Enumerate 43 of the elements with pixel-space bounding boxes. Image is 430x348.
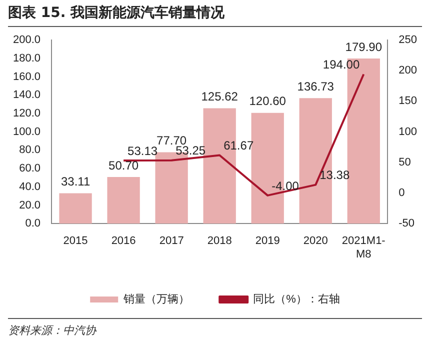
x-tick-label: 2017 [159,235,184,248]
y2-tick-label: 50 [398,156,411,168]
data-label: 61.67 [224,138,254,153]
data-label: 53.25 [176,144,206,158]
y-tick-label: 80.0 [19,144,41,156]
legend-label: 销量（万辆） [122,294,190,306]
y-tick-label: 180.0 [12,52,41,64]
chart-title: 图表 15. 我国新能源汽车销量情况 [8,4,422,27]
text: 资料来源：中汽协 [8,318,422,338]
data-label: 194.00 [322,58,360,72]
y2-tick-label: 0 [398,187,405,200]
data-label: -4.00 [272,178,300,193]
x-tick-label: 2015 [63,235,88,248]
y-tick-label: 200.0 [12,34,41,46]
data-label: 120.60 [249,94,286,108]
data-label: 53.13 [128,144,158,158]
y2-tick-label: 250 [398,34,418,46]
y-tick-label: 60.0 [19,162,41,175]
legend-label: 同比（%）：右轴 [253,292,340,306]
y-tick-label: 140.0 [12,89,41,102]
y-tick-label: 160.0 [12,70,41,83]
x-tick-label: 2016 [111,235,136,248]
y-tick-label: 40.0 [19,180,41,193]
y-tick-label: 100.0 [12,126,41,138]
bar [107,177,140,224]
y-tick-label: 0.0 [25,218,41,230]
y2-tick-label: 100 [398,126,418,138]
x-tick-label: 2019 [255,235,280,248]
x-tick-label: 2018 [207,235,232,248]
x-tick-label: 2020 [303,235,328,248]
data-label: 50.70 [108,158,139,172]
y-tick-label: 120.0 [12,107,41,120]
data-label: 13.38 [320,168,350,182]
x-tick-label: 2021M1-M8 [342,235,386,260]
y2-tick-label: 150 [398,95,418,108]
y-tick-label: 20.0 [19,199,41,212]
data-label: 125.62 [201,90,238,104]
bar [59,193,92,224]
data-label: 179.90 [345,40,382,54]
data-label: 33.11 [60,174,90,189]
data-label: 136.73 [297,79,334,94]
y2-tick-label: 200 [398,64,418,77]
y2-tick-label: -50 [398,218,415,230]
